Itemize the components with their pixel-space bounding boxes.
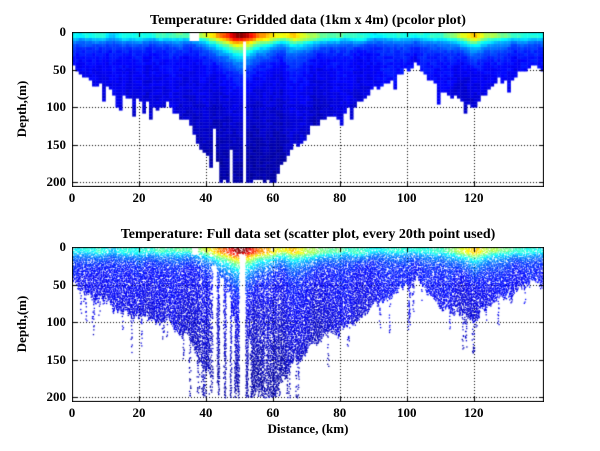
x-tick-label: 40 [199, 190, 213, 205]
y-tick-label: 0 [59, 239, 67, 254]
y-tick-label: 100 [46, 99, 67, 115]
x-tick-label: 60 [266, 405, 280, 420]
x-tick-label: 80 [333, 190, 347, 205]
y-tick-label: 0 [59, 24, 67, 39]
x-tick-label: 0 [68, 190, 76, 205]
scatter-plot-canvas [72, 247, 544, 402]
x-tick-label: 120 [463, 405, 484, 420]
x-tick-label: 80 [333, 405, 347, 420]
x-axis-label: Distance, (km) [267, 421, 349, 436]
x-tick-label: 120 [463, 190, 484, 205]
x-tick-label: 60 [266, 190, 280, 205]
x-tick-label: 20 [132, 190, 146, 205]
y-tick-label: 50 [53, 276, 66, 292]
y-tick-label: 100 [46, 314, 67, 330]
pcolor-plot-canvas [72, 32, 544, 187]
x-tick-label: 100 [397, 190, 417, 205]
scatter-plot-title: Temperature: Full data set (scatter plot… [120, 227, 496, 242]
y-tick-label: 150 [46, 351, 67, 367]
y-tick-label: 50 [53, 61, 66, 77]
x-tick-label: 20 [132, 405, 146, 420]
x-tick-label: 100 [397, 405, 417, 420]
y-tick-label: 200 [46, 389, 67, 405]
y-tick-label: 200 [46, 174, 67, 190]
gridded-plot-title: Temperature: Gridded data (1km x 4m) (pc… [150, 13, 466, 28]
x-tick-label: 0 [68, 405, 76, 420]
y-tick-label: 150 [46, 136, 67, 152]
x-tick-label: 40 [199, 405, 213, 420]
